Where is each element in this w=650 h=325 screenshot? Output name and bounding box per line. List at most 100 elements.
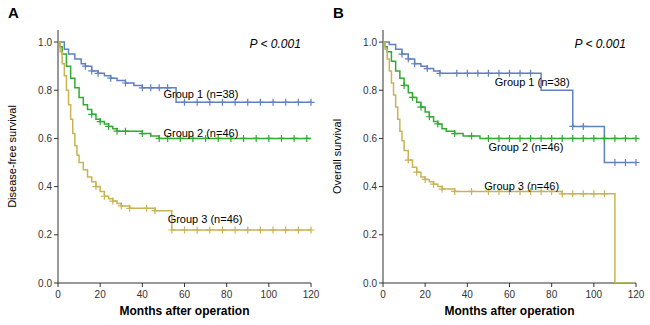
x-axis-label: Months after operation (119, 304, 249, 318)
survival-curve (58, 42, 311, 138)
censor-mark (559, 190, 566, 197)
censor-mark (291, 135, 298, 142)
censor-mark (270, 99, 277, 106)
censor-mark (464, 70, 471, 77)
censor-mark (569, 135, 576, 142)
x-tick-label: 40 (462, 289, 474, 300)
y-tick (379, 138, 383, 139)
censor-mark (426, 113, 433, 120)
x-tick (311, 283, 312, 287)
censor-mark (417, 104, 424, 111)
plot-area (383, 42, 640, 283)
censor-mark (411, 60, 418, 67)
panel: 0204060801001200.00.20.40.60.81.0Months … (331, 4, 645, 318)
censor-mark (308, 99, 315, 106)
censor-mark (409, 94, 416, 101)
x-tick-label: 120 (303, 289, 320, 300)
survival-curve (383, 42, 636, 138)
censor-mark (118, 202, 125, 209)
x-tick-label: 20 (420, 289, 432, 300)
censor-mark (405, 157, 412, 164)
censor-mark (181, 226, 188, 233)
censor-mark (401, 82, 408, 89)
censor-mark (622, 135, 629, 142)
censor-mark (278, 135, 285, 142)
censor-mark (168, 226, 175, 233)
censor-mark (95, 70, 102, 77)
x-tick (58, 283, 59, 287)
censor-mark (430, 181, 437, 188)
censor-mark (398, 51, 405, 58)
censor-mark (97, 118, 104, 125)
censor-mark (453, 70, 460, 77)
x-tick (593, 283, 594, 287)
y-tick-label: 0.6 (38, 133, 52, 144)
survival-curve (383, 42, 636, 283)
censor-mark (88, 67, 95, 74)
p-value: P < 0.001 (575, 37, 626, 51)
survival-curve (58, 42, 311, 230)
censor-mark (114, 128, 121, 135)
censor-mark (601, 135, 608, 142)
censor-mark (468, 133, 475, 140)
censor-mark (151, 207, 158, 214)
y-tick (379, 42, 383, 43)
x-tick-label: 0 (380, 289, 386, 300)
y-tick (379, 186, 383, 187)
y-axis-line (383, 30, 384, 283)
survival-curve (58, 42, 311, 102)
censor-mark (439, 186, 446, 193)
x-tick (268, 283, 269, 287)
y-axis-label: Disease-free survival (6, 105, 18, 208)
censor-mark (468, 188, 475, 195)
x-tick-label: 100 (260, 289, 277, 300)
censor-mark (147, 84, 154, 91)
x-tick (467, 283, 468, 287)
censor-mark (569, 190, 576, 197)
censor-mark (413, 169, 420, 176)
x-tick (509, 283, 510, 287)
y-tick-label: 0.4 (38, 181, 52, 192)
censor-mark (232, 226, 239, 233)
y-tick-label: 0.2 (38, 229, 52, 240)
y-tick-label: 0.0 (38, 278, 52, 289)
panel-title: A (8, 4, 19, 21)
y-tick (379, 90, 383, 91)
censor-mark (422, 176, 429, 183)
censor-mark (622, 159, 629, 166)
x-tick (636, 283, 637, 287)
y-tick (54, 138, 58, 139)
group-label: Group 1 (n=38) (495, 76, 570, 88)
x-tick-label: 120 (628, 289, 645, 300)
censor-mark (282, 226, 289, 233)
censor-mark (156, 135, 163, 142)
y-tick (54, 283, 58, 284)
censor-mark (424, 65, 431, 72)
censor-mark (295, 99, 302, 106)
censor-mark (122, 80, 129, 87)
y-tick-label: 0.0 (363, 278, 377, 289)
censor-mark (282, 99, 289, 106)
y-tick-label: 1.0 (38, 37, 52, 48)
censor-mark (265, 135, 272, 142)
x-tick (100, 283, 101, 287)
censor-mark (253, 135, 260, 142)
censor-mark (580, 123, 587, 130)
censor-mark (451, 130, 458, 137)
censor-mark (240, 135, 247, 142)
y-tick-label: 0.6 (363, 133, 377, 144)
censor-mark (156, 84, 163, 91)
censor-mark (270, 226, 277, 233)
panel: 0204060801001200.00.20.40.60.81.0Months … (6, 4, 320, 318)
plot-area (58, 42, 315, 233)
censor-mark (257, 99, 264, 106)
censor-mark (474, 70, 481, 77)
y-tick-label: 0.4 (363, 181, 377, 192)
y-axis-label: Overall survival (331, 119, 343, 194)
censor-mark (82, 63, 89, 70)
censor-mark (611, 159, 618, 166)
y-tick-label: 1.0 (363, 37, 377, 48)
censor-mark (580, 135, 587, 142)
censor-mark (485, 70, 492, 77)
survival-curve (383, 42, 636, 162)
